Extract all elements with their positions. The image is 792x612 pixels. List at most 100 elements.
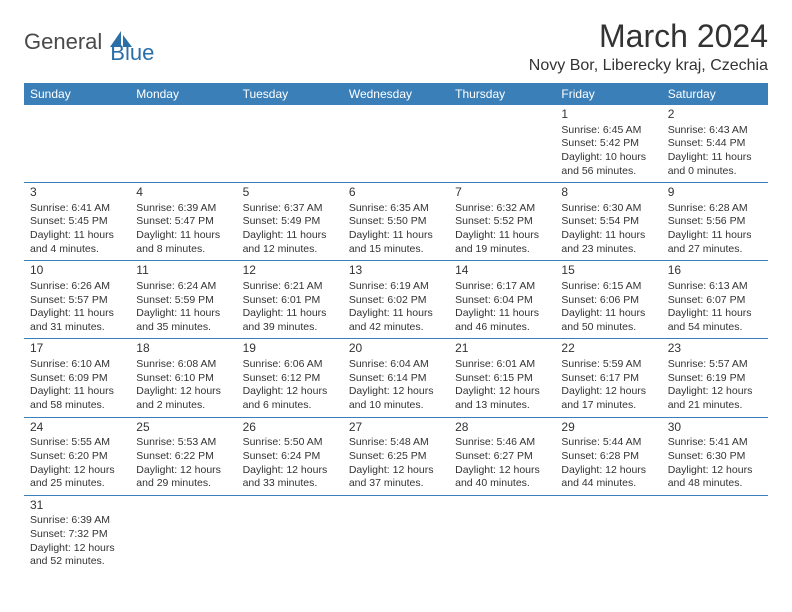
weekday-header: Wednesday [343,83,449,105]
day-number: 8 [561,185,655,201]
daylight-text: Daylight: 11 hours and 15 minutes. [349,229,443,256]
daylight-text: Daylight: 12 hours and 52 minutes. [30,542,124,569]
calendar-week-row: 10Sunrise: 6:26 AMSunset: 5:57 PMDayligh… [24,261,768,339]
sunset-text: Sunset: 6:20 PM [30,450,124,464]
calendar-day-cell: 3Sunrise: 6:41 AMSunset: 5:45 PMDaylight… [24,183,130,261]
day-number: 27 [349,420,443,436]
sunset-text: Sunset: 6:27 PM [455,450,549,464]
sunset-text: Sunset: 6:02 PM [349,294,443,308]
sunset-text: Sunset: 6:25 PM [349,450,443,464]
daylight-text: Daylight: 11 hours and 4 minutes. [30,229,124,256]
day-number: 14 [455,263,549,279]
sunrise-text: Sunrise: 6:15 AM [561,280,655,294]
calendar-empty-cell [662,495,768,573]
sunrise-text: Sunrise: 6:37 AM [243,202,337,216]
day-number: 26 [243,420,337,436]
calendar-day-cell: 20Sunrise: 6:04 AMSunset: 6:14 PMDayligh… [343,339,449,417]
weekday-header: Saturday [662,83,768,105]
day-number: 12 [243,263,337,279]
sunset-text: Sunset: 6:06 PM [561,294,655,308]
sunset-text: Sunset: 6:17 PM [561,372,655,386]
month-title: March 2024 [529,18,768,55]
calendar-day-cell: 1Sunrise: 6:45 AMSunset: 5:42 PMDaylight… [555,105,661,183]
sunset-text: Sunset: 6:14 PM [349,372,443,386]
day-number: 2 [668,107,762,123]
daylight-text: Daylight: 12 hours and 48 minutes. [668,464,762,491]
daylight-text: Daylight: 12 hours and 33 minutes. [243,464,337,491]
sunrise-text: Sunrise: 6:26 AM [30,280,124,294]
calendar-empty-cell [237,495,343,573]
calendar-empty-cell [449,105,555,183]
daylight-text: Daylight: 11 hours and 46 minutes. [455,307,549,334]
calendar-day-cell: 11Sunrise: 6:24 AMSunset: 5:59 PMDayligh… [130,261,236,339]
day-number: 1 [561,107,655,123]
sunrise-text: Sunrise: 6:10 AM [30,358,124,372]
day-number: 19 [243,341,337,357]
sunset-text: Sunset: 6:07 PM [668,294,762,308]
calendar-day-cell: 10Sunrise: 6:26 AMSunset: 5:57 PMDayligh… [24,261,130,339]
sunrise-text: Sunrise: 6:08 AM [136,358,230,372]
sunrise-text: Sunrise: 6:01 AM [455,358,549,372]
calendar-day-cell: 31Sunrise: 6:39 AMSunset: 7:32 PMDayligh… [24,495,130,573]
calendar-empty-cell [343,495,449,573]
daylight-text: Daylight: 12 hours and 44 minutes. [561,464,655,491]
sunset-text: Sunset: 6:10 PM [136,372,230,386]
daylight-text: Daylight: 12 hours and 17 minutes. [561,385,655,412]
sunset-text: Sunset: 6:12 PM [243,372,337,386]
daylight-text: Daylight: 10 hours and 56 minutes. [561,151,655,178]
sunrise-text: Sunrise: 6:43 AM [668,124,762,138]
title-block: March 2024 Novy Bor, Liberecky kraj, Cze… [529,18,768,75]
calendar-day-cell: 2Sunrise: 6:43 AMSunset: 5:44 PMDaylight… [662,105,768,183]
daylight-text: Daylight: 11 hours and 8 minutes. [136,229,230,256]
logo-text-sub: Blue [110,40,154,65]
sunset-text: Sunset: 5:56 PM [668,215,762,229]
day-number: 25 [136,420,230,436]
sunrise-text: Sunrise: 6:04 AM [349,358,443,372]
sunrise-text: Sunrise: 6:24 AM [136,280,230,294]
calendar-day-cell: 19Sunrise: 6:06 AMSunset: 6:12 PMDayligh… [237,339,343,417]
calendar-empty-cell [343,105,449,183]
calendar-day-cell: 26Sunrise: 5:50 AMSunset: 6:24 PMDayligh… [237,417,343,495]
daylight-text: Daylight: 11 hours and 54 minutes. [668,307,762,334]
calendar-day-cell: 22Sunrise: 5:59 AMSunset: 6:17 PMDayligh… [555,339,661,417]
daylight-text: Daylight: 11 hours and 0 minutes. [668,151,762,178]
logo-text-main: General [24,29,102,55]
day-number: 5 [243,185,337,201]
logo: General Blue [24,18,154,66]
calendar-day-cell: 4Sunrise: 6:39 AMSunset: 5:47 PMDaylight… [130,183,236,261]
calendar-day-cell: 8Sunrise: 6:30 AMSunset: 5:54 PMDaylight… [555,183,661,261]
day-number: 20 [349,341,443,357]
sunrise-text: Sunrise: 5:48 AM [349,436,443,450]
calendar-empty-cell [555,495,661,573]
calendar-empty-cell [24,105,130,183]
weekday-header: Tuesday [237,83,343,105]
weekday-header-row: Sunday Monday Tuesday Wednesday Thursday… [24,83,768,105]
sunset-text: Sunset: 6:04 PM [455,294,549,308]
sunset-text: Sunset: 6:28 PM [561,450,655,464]
sunrise-text: Sunrise: 5:46 AM [455,436,549,450]
calendar-empty-cell [237,105,343,183]
sunrise-text: Sunrise: 6:41 AM [30,202,124,216]
calendar-day-cell: 28Sunrise: 5:46 AMSunset: 6:27 PMDayligh… [449,417,555,495]
sunrise-text: Sunrise: 5:41 AM [668,436,762,450]
calendar-day-cell: 24Sunrise: 5:55 AMSunset: 6:20 PMDayligh… [24,417,130,495]
sunset-text: Sunset: 5:44 PM [668,137,762,151]
sunset-text: Sunset: 5:57 PM [30,294,124,308]
calendar-day-cell: 30Sunrise: 5:41 AMSunset: 6:30 PMDayligh… [662,417,768,495]
sunrise-text: Sunrise: 6:45 AM [561,124,655,138]
daylight-text: Daylight: 11 hours and 23 minutes. [561,229,655,256]
day-number: 31 [30,498,124,514]
sunrise-text: Sunrise: 6:39 AM [136,202,230,216]
calendar-day-cell: 12Sunrise: 6:21 AMSunset: 6:01 PMDayligh… [237,261,343,339]
calendar-day-cell: 15Sunrise: 6:15 AMSunset: 6:06 PMDayligh… [555,261,661,339]
sunset-text: Sunset: 6:15 PM [455,372,549,386]
sunset-text: Sunset: 6:30 PM [668,450,762,464]
calendar-day-cell: 14Sunrise: 6:17 AMSunset: 6:04 PMDayligh… [449,261,555,339]
calendar-day-cell: 21Sunrise: 6:01 AMSunset: 6:15 PMDayligh… [449,339,555,417]
day-number: 29 [561,420,655,436]
weekday-header: Friday [555,83,661,105]
daylight-text: Daylight: 12 hours and 25 minutes. [30,464,124,491]
calendar-day-cell: 5Sunrise: 6:37 AMSunset: 5:49 PMDaylight… [237,183,343,261]
calendar-day-cell: 25Sunrise: 5:53 AMSunset: 6:22 PMDayligh… [130,417,236,495]
weekday-header: Sunday [24,83,130,105]
